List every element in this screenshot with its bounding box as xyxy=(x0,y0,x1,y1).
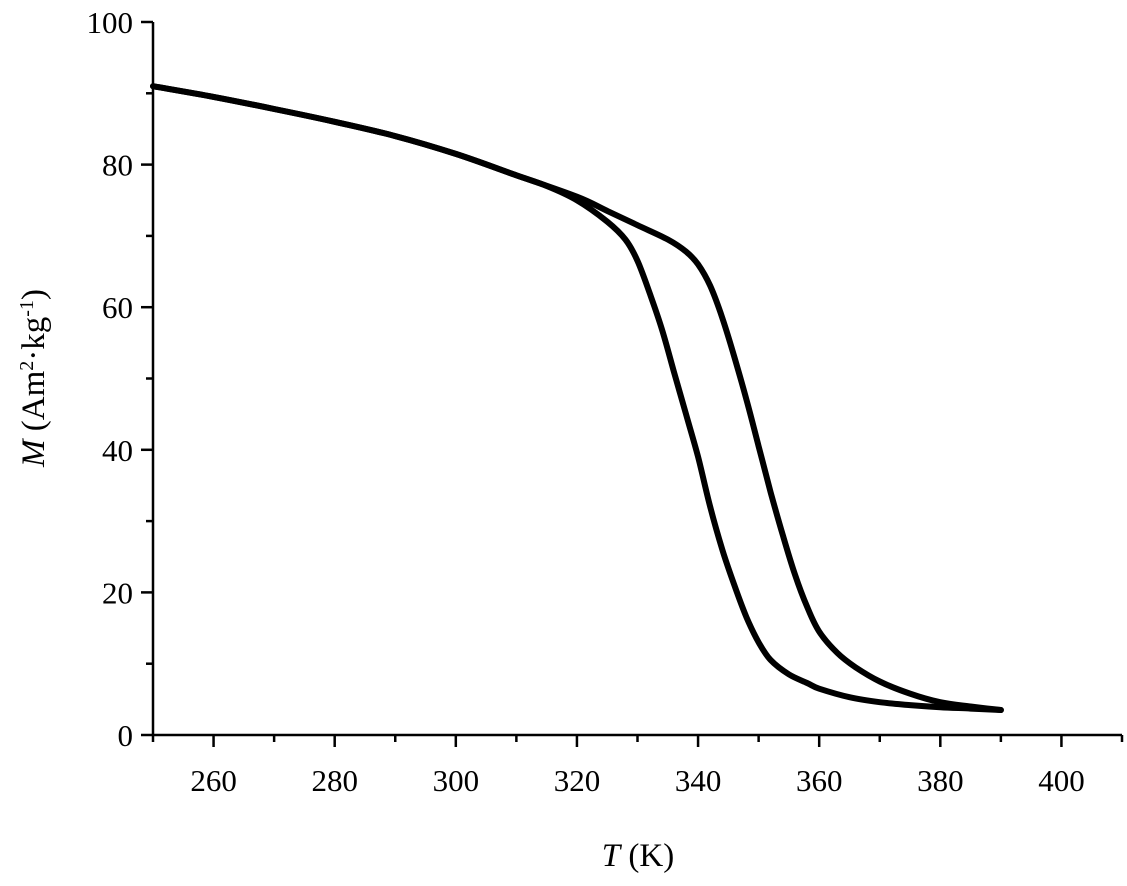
y-tick-label: 100 xyxy=(87,5,134,40)
y-axis-unit-before: (Am xyxy=(16,370,52,439)
x-tick-label: 260 xyxy=(190,763,237,798)
y-tick-label: 40 xyxy=(102,433,133,468)
y-axis-unit-after: ) xyxy=(16,289,52,300)
series-line-2 xyxy=(150,83,1004,713)
x-axis-unit: (K) xyxy=(620,838,674,874)
x-tick-label: 380 xyxy=(917,763,964,798)
y-tick-label: 0 xyxy=(118,718,134,753)
y-axis-title: M (Am2·kg-1) xyxy=(16,289,52,468)
y-tick-label: 80 xyxy=(102,148,133,183)
y-tick-label: 60 xyxy=(102,290,133,325)
axis-ticks xyxy=(141,20,1124,747)
y-axis-sup-2: -1 xyxy=(16,300,38,317)
x-tick-label: 320 xyxy=(554,763,601,798)
series-line-1 xyxy=(150,83,1004,713)
x-tick-label: 280 xyxy=(311,763,358,798)
x-tick-label: 340 xyxy=(675,763,722,798)
tick-labels: 260 280 300 320 340 360 380 400 0 20 40 60 80 100 xyxy=(87,5,1085,798)
y-tick-label: 20 xyxy=(102,575,133,610)
y-axis-symbol: M xyxy=(16,438,52,468)
x-tick-label: 360 xyxy=(796,763,843,798)
y-axis-sup-1: 2 xyxy=(16,361,38,371)
x-axis-title: T (K) xyxy=(602,838,674,874)
y-axis-unit-mid: ·kg xyxy=(16,317,52,361)
curves xyxy=(150,83,1004,713)
x-tick-label: 300 xyxy=(433,763,480,798)
x-axis-symbol: T xyxy=(602,838,623,874)
x-tick-label: 400 xyxy=(1038,763,1085,798)
